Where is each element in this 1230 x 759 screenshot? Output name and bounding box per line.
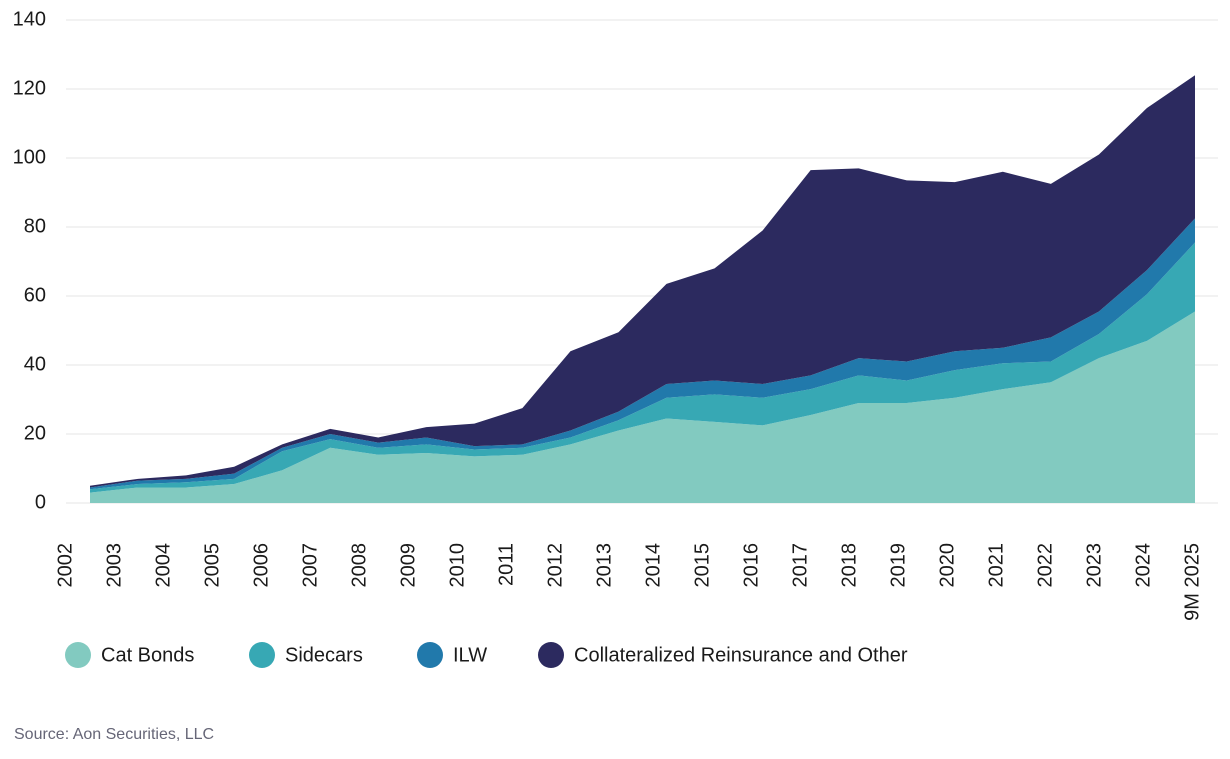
x-tick-label: 2022 [1034,543,1056,588]
x-tick-label: 2016 [740,543,762,588]
y-tick-label: 140 [13,8,46,30]
source-note: Source: Aon Securities, LLC [14,726,214,743]
x-tick-label: 2010 [446,543,468,588]
x-tick-label: 2002 [54,543,76,588]
y-tick-label: 80 [24,215,46,237]
x-tick-label: 2008 [348,543,370,588]
legend-swatch [249,642,275,668]
x-tick-label: 2012 [544,543,566,588]
legend-label: ILW [453,644,487,666]
y-tick-label: 0 [35,491,46,513]
x-tick-label: 2013 [593,543,615,588]
legend-swatch [417,642,443,668]
area [90,75,1195,488]
x-tick-label: 2015 [691,543,713,588]
x-tick-label: 2023 [1083,543,1105,588]
x-tick-label: 2006 [250,543,272,588]
x-tick-label: 2003 [103,543,125,588]
x-tick-label: 2014 [642,543,664,588]
y-tick-label: 100 [13,146,46,168]
legend-swatch [538,642,564,668]
x-tick-label: 2021 [985,543,1007,588]
y-tick-label: 20 [24,422,46,444]
legend-label: Collateralized Reinsurance and Other [574,644,908,666]
legend-label: Cat Bonds [101,644,194,666]
x-tick-label: 9M 2025 [1181,543,1203,621]
area [90,242,1195,493]
x-tick-label: 2019 [887,543,909,588]
x-tick-label: 2017 [789,543,811,588]
x-tick-label: 2005 [201,543,223,588]
x-tick-label: 2020 [936,543,958,588]
x-tick-label: 2009 [397,543,419,588]
x-tick-label: 2007 [299,543,321,588]
legend-label: Sidecars [285,644,363,666]
legend-swatch [65,642,91,668]
x-tick-label: 2024 [1132,543,1154,588]
x-tick-label: 2004 [152,543,174,588]
area [90,218,1195,490]
y-tick-label: 40 [24,353,46,375]
x-tick-label: 2011 [495,543,517,586]
x-tick-label: 2018 [838,543,860,588]
y-tick-label: 60 [24,284,46,306]
area [90,311,1195,503]
y-tick-label: 120 [13,77,46,99]
